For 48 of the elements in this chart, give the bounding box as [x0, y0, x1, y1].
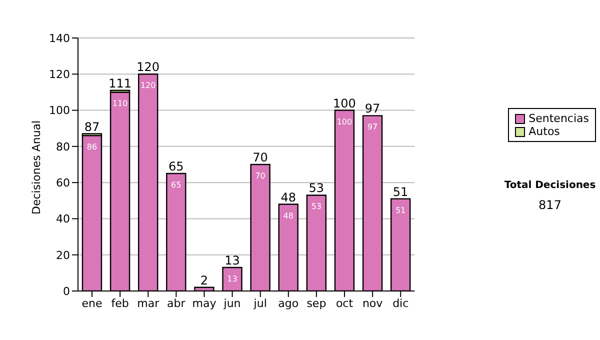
x-tick-label: dic [392, 296, 409, 310]
data-label: 13 [227, 274, 238, 284]
y-tick-label: 20 [56, 248, 70, 262]
x-tick-label: mar [137, 296, 160, 310]
total-label: 100 [333, 96, 356, 110]
total-label: 53 [308, 181, 324, 196]
total-label: 97 [364, 102, 380, 116]
text: 817 [538, 198, 562, 212]
y-tick-label: 120 [49, 68, 70, 82]
total-label: 120 [136, 60, 160, 74]
data-label: 86 [86, 142, 98, 152]
total-label: 48 [280, 190, 296, 204]
y-tick-label: 0 [63, 284, 70, 298]
y-tick-label: 100 [49, 104, 70, 118]
y-tick-label: 60 [56, 176, 70, 190]
data-label: 97 [367, 122, 378, 132]
total-label: 2 [200, 273, 208, 288]
x-tick-label: jun [222, 296, 241, 310]
x-tick-label: sep [306, 296, 326, 310]
data-label: 65 [171, 180, 182, 190]
x-tick-label: may [192, 296, 217, 310]
total-label: 111 [108, 76, 132, 90]
total-label: 70 [252, 150, 268, 164]
data-label: 53 [311, 202, 322, 212]
y-tick-label: 80 [56, 140, 70, 154]
x-tick-label: abr [167, 296, 186, 310]
y-tick-label: 40 [56, 212, 70, 226]
text: Total Decisiones [503, 180, 597, 191]
x-tick-label: jul [252, 296, 267, 310]
data-label: 70 [255, 172, 266, 180]
legend-label: Sentencias [528, 112, 589, 125]
total-label: 87 [84, 120, 100, 134]
x-tick-label: ago [278, 296, 299, 310]
x-tick-label: nov [362, 296, 384, 310]
total-label: 13 [224, 254, 240, 268]
data-label: 51 [395, 206, 406, 215]
data-label: 48 [283, 211, 294, 220]
total-label: 51 [392, 184, 408, 199]
data-label: 100 [336, 117, 352, 126]
data-label: 120 [140, 81, 156, 90]
data-label: 110 [112, 99, 128, 108]
x-tick-label: feb [111, 296, 129, 310]
y-tick-label: 140 [49, 32, 70, 45]
total-label: 65 [168, 160, 184, 174]
y-axis-title: Decisiones Anual [30, 120, 43, 214]
legend-label: Autos [528, 125, 560, 138]
x-tick-label: ene [82, 296, 103, 310]
x-tick-label: oct [336, 296, 354, 310]
